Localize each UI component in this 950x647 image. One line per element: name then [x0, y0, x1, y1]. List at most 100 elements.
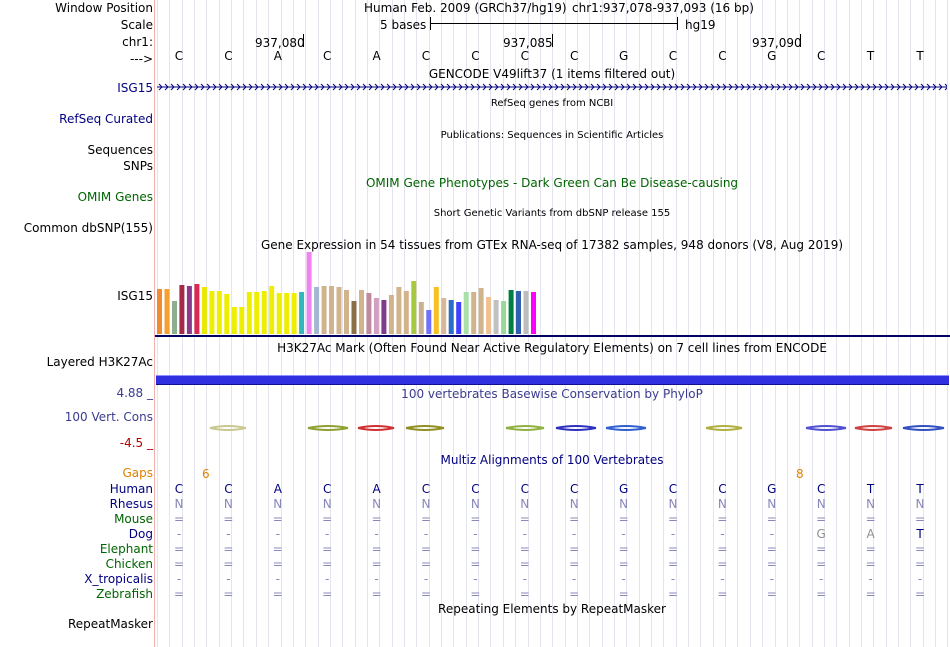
- grid-line: [206, 0, 207, 647]
- alignment-base: -: [176, 527, 182, 541]
- grid-line: [737, 0, 738, 647]
- strand-chevron: [362, 83, 367, 91]
- alignment-base: =: [420, 542, 432, 556]
- coord-tick: [800, 34, 801, 47]
- alignment-base: =: [717, 542, 728, 556]
- alignment-base: -: [176, 572, 182, 586]
- alignment-base: N: [174, 497, 184, 511]
- alignment-base: =: [173, 512, 185, 526]
- dbsnp-track-title[interactable]: Short Genetic Variants from dbSNP releas…: [433, 208, 671, 219]
- strand-chevron: [932, 83, 937, 91]
- alignment-base: =: [272, 512, 283, 526]
- gtex-tissue-bar: [336, 287, 342, 334]
- gaps-label: Gaps: [122, 466, 153, 480]
- alignment-base: =: [371, 587, 382, 601]
- grid-line: [305, 0, 306, 647]
- common-dbsnp-label[interactable]: Common dbSNP(155): [23, 221, 153, 235]
- grid-line: [700, 0, 701, 647]
- omim-genes-label[interactable]: OMIM Genes: [77, 190, 153, 204]
- grid-line: [169, 0, 170, 647]
- alignment-base: =: [865, 587, 876, 601]
- grid-line: [602, 0, 603, 647]
- gtex-tissue-bar: [209, 291, 215, 334]
- reference-base: C: [569, 49, 579, 63]
- alignment-base: =: [816, 542, 827, 556]
- alignment-base: =: [667, 542, 679, 556]
- gtex-tissue-bar: [224, 294, 230, 334]
- alignment-base: -: [769, 527, 774, 541]
- h3k27ac-track-title[interactable]: H3K27Ac Mark (Often Found Near Active Re…: [277, 341, 827, 355]
- phylop-label[interactable]: 100 Vert. Cons: [64, 410, 153, 424]
- phylop-track-title[interactable]: 100 vertebrates Basewise Conservation by…: [401, 387, 703, 401]
- sequences-label[interactable]: Sequences: [87, 143, 153, 157]
- isg15-gene-feature[interactable]: [157, 80, 947, 94]
- species-label-chicken: Chicken: [105, 557, 153, 571]
- strand-chevron: [776, 83, 781, 91]
- strand-chevron: [896, 83, 901, 91]
- alignment-base: N: [322, 497, 332, 511]
- grid-line: [886, 0, 887, 647]
- gene-label-isg15[interactable]: ISG15: [117, 81, 153, 95]
- repeatmasker-track-title[interactable]: Repeating Elements by RepeatMasker: [438, 602, 666, 616]
- grid-line: [219, 0, 220, 647]
- alignment-base: =: [816, 557, 827, 571]
- gencode-track-title[interactable]: GENCODE V49lift37 (1 items filtered out): [428, 67, 676, 81]
- alignment-base: N: [619, 497, 629, 511]
- strand-chevron: [560, 83, 565, 91]
- refseq-track-title[interactable]: RefSeq genes from NCBI: [490, 98, 614, 109]
- reference-base: G: [767, 49, 777, 63]
- strand-chevron: [620, 83, 625, 91]
- reference-base: C: [816, 49, 826, 63]
- alignment-base: -: [473, 527, 478, 541]
- alignment-base: =: [569, 542, 580, 556]
- alignment-base: =: [322, 557, 333, 571]
- scale-label: Scale: [120, 18, 153, 32]
- alignment-base: =: [914, 542, 926, 556]
- strand-chevron: [476, 83, 481, 91]
- phylop-score-glyph: [555, 425, 597, 431]
- strand-chevron: [464, 83, 469, 91]
- gap-count-right: 8: [796, 467, 804, 481]
- strand-chevron: [830, 83, 835, 91]
- snps-label[interactable]: SNPs: [123, 159, 153, 173]
- gtex-track-title[interactable]: Gene Expression in 54 tissues from GTEx …: [260, 238, 844, 252]
- h3k27ac-top-border: [155, 335, 950, 337]
- strand-chevron: [656, 83, 661, 91]
- multiz-track-title[interactable]: Multiz Alignments of 100 Vertebrates: [440, 453, 664, 467]
- repeatmasker-label[interactable]: RepeatMasker: [67, 617, 153, 631]
- strand-chevron: [338, 83, 343, 91]
- h3k27ac-signal-bar[interactable]: [156, 375, 949, 385]
- refseq-curated-label[interactable]: RefSeq Curated: [59, 112, 153, 126]
- alignment-base: =: [618, 587, 629, 601]
- publications-track-title[interactable]: Publications: Sequences in Scientific Ar…: [440, 130, 664, 141]
- grid-line: [750, 0, 751, 647]
- reference-base: A: [273, 49, 282, 63]
- phylop-score-glyph: [209, 425, 247, 431]
- strand-chevron: [596, 83, 601, 91]
- alignment-base: =: [322, 512, 333, 526]
- layered-h3k27ac-label[interactable]: Layered H3K27Ac: [46, 355, 153, 369]
- omim-track-title[interactable]: OMIM Gene Phenotypes - Dark Green Can Be…: [365, 176, 739, 190]
- alignment-base: =: [470, 557, 481, 571]
- grid-line: [528, 0, 529, 647]
- strand-chevron: [794, 83, 799, 91]
- alignment-base: T: [916, 527, 924, 541]
- alignment-base: =: [717, 557, 728, 571]
- phylop-min-value: -4.5 _: [119, 436, 153, 450]
- alignment-base: N: [717, 497, 727, 511]
- species-label-mouse: Mouse: [114, 512, 153, 526]
- strand-chevron: [770, 83, 775, 91]
- alignment-base: =: [470, 587, 481, 601]
- alignment-base: -: [423, 572, 429, 586]
- position-readout[interactable]: chr1:937,078-937,093 (16 bp): [572, 1, 754, 15]
- gtex-gene-label[interactable]: ISG15: [117, 289, 153, 303]
- alignment-base: N: [767, 497, 777, 511]
- alignment-base: -: [226, 527, 231, 541]
- alignment-base: =: [766, 542, 777, 556]
- alignment-base: -: [917, 572, 923, 586]
- strand-chevron: [248, 83, 253, 91]
- strand-chevron: [266, 83, 271, 91]
- gtex-tissue-bar: [508, 290, 514, 334]
- alignment-base: N: [569, 497, 579, 511]
- alignment-base: =: [470, 512, 481, 526]
